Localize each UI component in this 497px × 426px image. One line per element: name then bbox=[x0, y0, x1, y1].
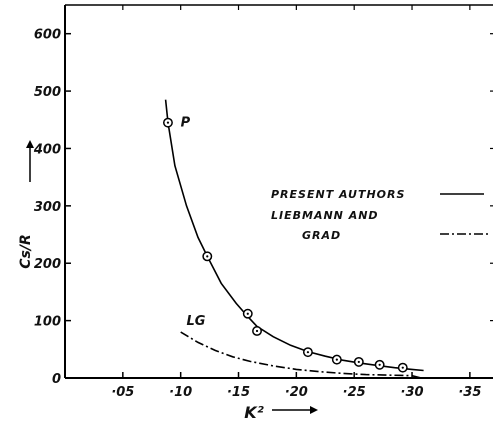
y-tick-label: 100 bbox=[34, 315, 61, 330]
annotation-lg: LG bbox=[186, 314, 205, 329]
liebmann-grad-curve bbox=[180, 331, 422, 379]
x-tick-label: ·20 bbox=[285, 385, 308, 400]
y-axis-arrow-head bbox=[26, 140, 34, 148]
labels-layer: P LG Cs/R K² bbox=[18, 116, 318, 422]
y-tick-label: 200 bbox=[34, 257, 61, 272]
data-point-center-dot bbox=[255, 329, 259, 333]
ticks-layer: 0 100 200 300 400 500 600 ·05 ·10 ·15 ·20 ·25 ·30 ·35 bbox=[33, 5, 493, 400]
y-axis-label: Cs/R bbox=[18, 234, 34, 269]
legend-label-grad: GRAD bbox=[302, 229, 341, 242]
x-tick-label: ·35 bbox=[458, 385, 481, 400]
x-tick-label: ·05 bbox=[111, 385, 134, 400]
x-tick-label: ·30 bbox=[401, 385, 424, 400]
curves-layer bbox=[164, 99, 424, 379]
axes-layer bbox=[64, 4, 493, 379]
y-tick-label: 500 bbox=[34, 85, 61, 100]
x-tick-label: ·15 bbox=[227, 385, 250, 400]
data-point-center-dot bbox=[306, 351, 310, 354]
legend-label-liebmann: LIEBMANN AND bbox=[271, 209, 379, 222]
present-authors-curve bbox=[164, 99, 424, 372]
annotation-p: P bbox=[181, 116, 191, 131]
legend: PRESENT AUTHORS LIEBMANN AND GRAD bbox=[271, 188, 490, 242]
data-point-center-dot bbox=[166, 121, 170, 124]
x-axis-label: K² bbox=[244, 403, 263, 422]
data-point-center-dot bbox=[335, 358, 338, 361]
data-point-center-dot bbox=[206, 255, 209, 258]
y-tick-label: 400 bbox=[33, 142, 61, 157]
x-tick-label: ·10 bbox=[169, 385, 192, 400]
data-point-center-dot bbox=[401, 366, 404, 369]
data-point-center-dot bbox=[246, 312, 249, 315]
data-point-center-dot bbox=[378, 363, 381, 366]
x-axis-arrow-head bbox=[310, 406, 318, 414]
y-tick-label: 300 bbox=[34, 200, 61, 215]
y-tick-label: 0 bbox=[52, 372, 61, 387]
y-tick-label: 600 bbox=[34, 28, 61, 43]
data-point-center-dot bbox=[357, 360, 360, 364]
markers-layer bbox=[163, 117, 408, 373]
legend-label-present-authors: PRESENT AUTHORS bbox=[271, 188, 405, 201]
x-tick-label: ·25 bbox=[343, 385, 366, 400]
